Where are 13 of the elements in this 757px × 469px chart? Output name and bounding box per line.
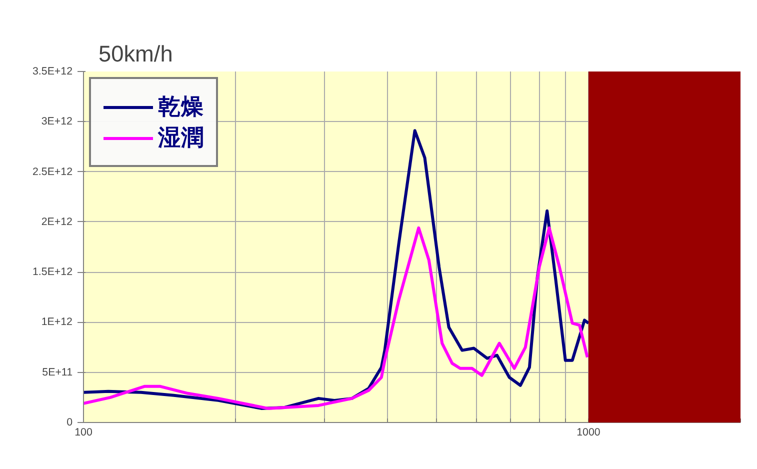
y-tick-label: 2E+12: [41, 216, 73, 228]
y-tick-label: 5E+11: [42, 366, 73, 378]
y-tick-label: 3E+12: [41, 116, 73, 128]
chart-title: 50km/h: [98, 40, 173, 66]
y-tick-label: 1.5E+12: [32, 266, 73, 278]
legend-label: 湿潤: [158, 123, 204, 152]
y-tick-label: 2.5E+12: [32, 166, 73, 178]
x-tick-label: 1000: [576, 426, 600, 438]
legend-label: 乾燥: [158, 92, 204, 121]
y-tick-label: 3.5E+12: [32, 66, 73, 78]
x-tick-label: 100: [74, 426, 92, 438]
y-tick-label: 0: [66, 416, 73, 428]
y-tick-label: 1E+12: [41, 316, 73, 328]
